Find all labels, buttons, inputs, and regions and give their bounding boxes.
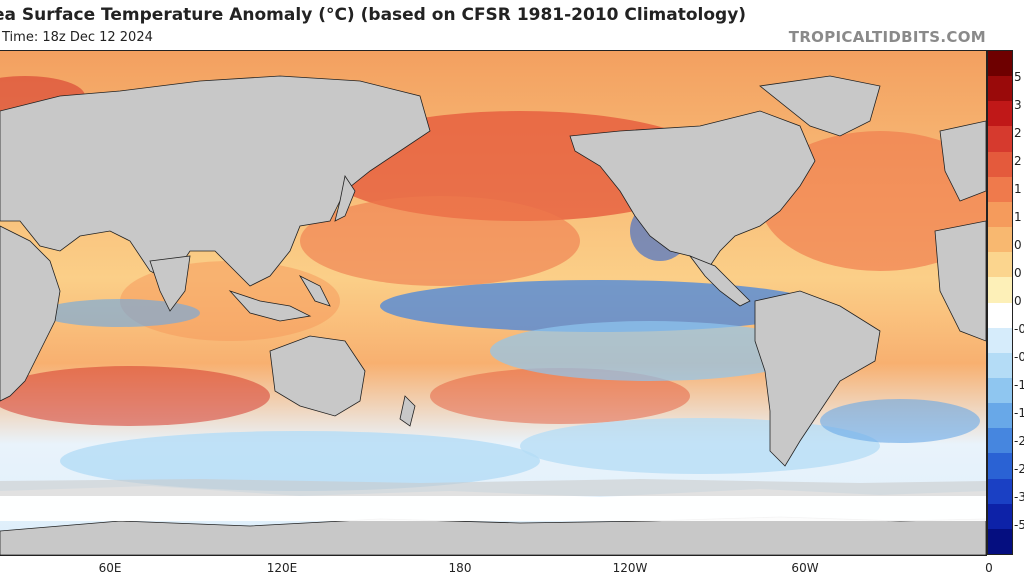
australia-landmass bbox=[269, 335, 366, 417]
color-scale-label: 2 bbox=[1014, 126, 1022, 140]
color-scale-swatch bbox=[988, 478, 1012, 505]
color-scale-swatch bbox=[988, 377, 1012, 404]
color-scale-bar bbox=[987, 50, 1013, 555]
color-scale-label: -1 bbox=[1014, 406, 1024, 420]
color-scale-label: 3 bbox=[1014, 98, 1022, 112]
land-masses bbox=[0, 75, 986, 467]
longitude-label: 0 bbox=[985, 561, 993, 575]
color-scale-swatch bbox=[988, 126, 1012, 153]
africa-landmass bbox=[0, 225, 61, 402]
japan-landmass bbox=[334, 174, 356, 222]
longitude-label: 60W bbox=[791, 561, 819, 575]
color-scale-label: 1 bbox=[1014, 182, 1022, 196]
color-scale-swatch bbox=[988, 302, 1012, 329]
antarctica-landmass bbox=[0, 516, 986, 555]
map-title: ea Surface Temperature Anomaly (°C) (bas… bbox=[0, 5, 747, 25]
color-scale-label: 5 bbox=[1014, 70, 1022, 84]
south-america-landmass bbox=[754, 290, 881, 467]
color-scale-label: -3 bbox=[1014, 490, 1024, 504]
greenland-landmass bbox=[759, 75, 881, 137]
indonesia-landmass bbox=[228, 290, 312, 322]
longitude-label: 60E bbox=[98, 561, 122, 575]
ice-edge-band bbox=[0, 479, 986, 496]
color-scale-swatch bbox=[988, 227, 1012, 253]
eurasia-landmass bbox=[0, 75, 431, 287]
north-america-landmass bbox=[569, 110, 816, 267]
europe-landmass bbox=[939, 120, 986, 202]
central-america-landmass bbox=[688, 255, 751, 307]
color-scale-swatch bbox=[988, 503, 1012, 530]
color-scale-swatch bbox=[988, 453, 1012, 480]
color-scale-label: 0 bbox=[1014, 266, 1022, 280]
color-scale-label: -2 bbox=[1014, 434, 1024, 448]
longitude-label: 120E bbox=[266, 561, 298, 575]
valid-time: Time: 18z Dec 12 2024 bbox=[2, 30, 153, 45]
color-scale-label: -0 bbox=[1014, 322, 1024, 336]
philippines-landmass bbox=[298, 275, 331, 307]
color-scale-label: 1 bbox=[1014, 210, 1022, 224]
color-scale-label: 0 bbox=[1014, 294, 1022, 308]
color-scale-swatch bbox=[988, 51, 1012, 77]
color-scale-swatch bbox=[988, 352, 1012, 379]
anomaly-field bbox=[0, 76, 986, 491]
color-scale-label: 2 bbox=[1014, 154, 1022, 168]
color-scale-label: -1 bbox=[1014, 378, 1024, 392]
color-scale-swatch bbox=[988, 428, 1012, 454]
color-scale-swatch bbox=[988, 528, 1012, 555]
map-canvas bbox=[0, 51, 986, 555]
new-zealand-landmass bbox=[399, 395, 416, 427]
color-scale-swatch bbox=[988, 277, 1012, 303]
longitude-label: 180 bbox=[448, 561, 472, 575]
color-scale-label: 0 bbox=[1014, 238, 1022, 252]
color-scale-swatch bbox=[988, 176, 1012, 203]
sst-anomaly-map bbox=[0, 50, 987, 556]
color-scale-swatch bbox=[988, 403, 1012, 429]
color-scale-swatch bbox=[988, 76, 1012, 102]
color-scale-swatch bbox=[988, 327, 1012, 354]
color-scale-swatch bbox=[988, 252, 1012, 278]
color-scale-swatch bbox=[988, 101, 1012, 127]
longitude-label: 120W bbox=[612, 561, 648, 575]
color-scale-swatch bbox=[988, 151, 1012, 178]
india-landmass bbox=[149, 255, 191, 312]
africa-west-landmass bbox=[934, 220, 986, 342]
color-scale-label: -0 bbox=[1014, 350, 1024, 364]
color-scale-label: -5 bbox=[1014, 518, 1024, 532]
color-scale-swatch bbox=[988, 201, 1012, 228]
credit-watermark: TROPICALTIDBITS.COM bbox=[788, 28, 986, 46]
color-scale-label: -2 bbox=[1014, 462, 1024, 476]
